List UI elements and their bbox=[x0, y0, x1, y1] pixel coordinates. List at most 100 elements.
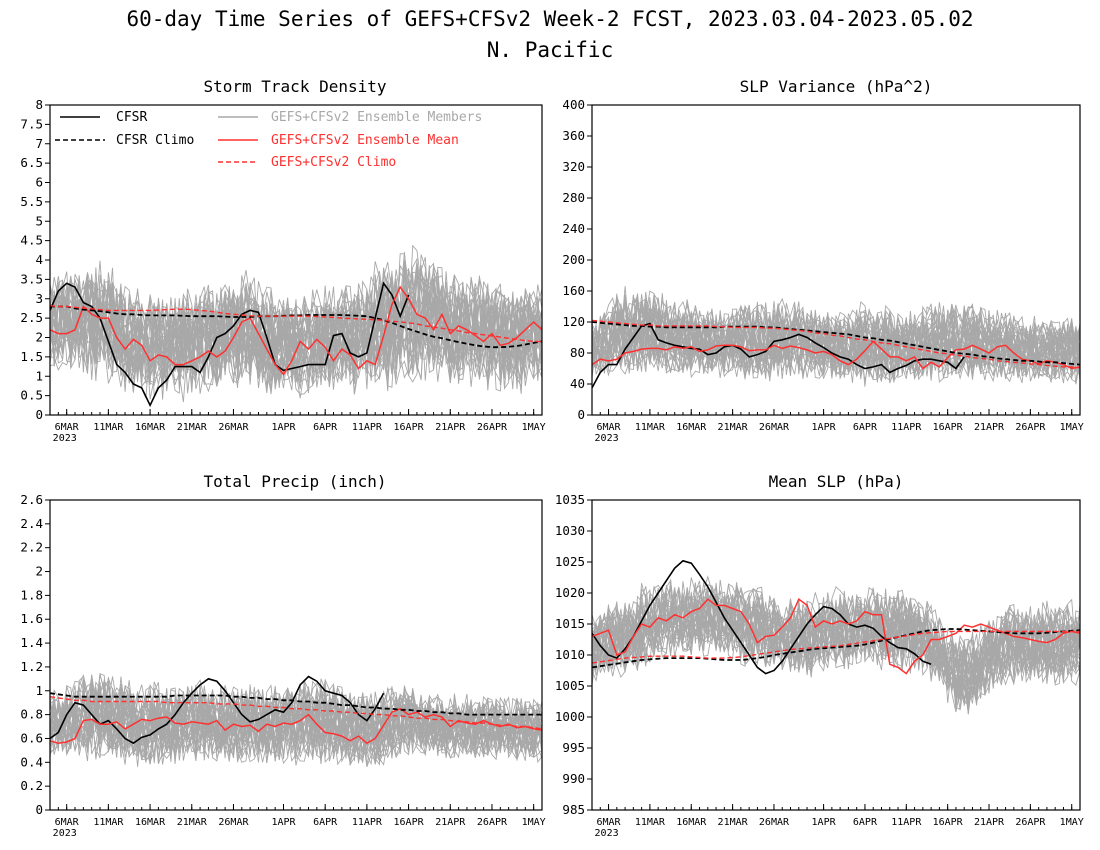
ensemble-member-line bbox=[50, 678, 542, 752]
x-tick-label: 16MAR bbox=[676, 422, 707, 433]
x-tick-year-label: 2023 bbox=[53, 828, 77, 839]
y-tick-label: 3.5 bbox=[20, 271, 43, 286]
plot-area bbox=[592, 559, 1080, 715]
legend: CFSR CFSR Climo GEFS+CFSv2 Ensemble Member… bbox=[55, 110, 482, 170]
panel-1: Storm Track Density 0 0.5 1 1.5 2 2.5 3 3.5 4 4.5 5… bbox=[20, 77, 546, 444]
y-tick-label: 1.5 bbox=[20, 349, 43, 364]
ensemble-member-line bbox=[592, 292, 1080, 366]
y-tick-label: 1000 bbox=[555, 709, 585, 724]
y-tick-label: 7 bbox=[35, 136, 43, 151]
x-tick-label: 21APR bbox=[435, 817, 466, 828]
series-cfsr-climo bbox=[50, 692, 542, 716]
figure-subtitle-region: N. Pacific bbox=[487, 38, 613, 62]
x-tick-label: 6MAR bbox=[596, 422, 621, 433]
x-tick-label: 16APR bbox=[933, 817, 964, 828]
x-tick-label: 11MAR bbox=[635, 422, 666, 433]
x-tick-label: 21APR bbox=[974, 817, 1005, 828]
x-tick-label: 26MAR bbox=[218, 817, 249, 828]
ensemble-members bbox=[50, 244, 542, 403]
y-tick-label: 1010 bbox=[555, 647, 585, 662]
series-cfsr bbox=[50, 675, 385, 745]
x-tick-label: 26APR bbox=[1015, 817, 1046, 828]
y-tick-label: 2.2 bbox=[20, 540, 43, 555]
ensemble-member-line bbox=[50, 678, 542, 751]
y-tick-label: 160 bbox=[562, 283, 585, 298]
y-tick-label: 40 bbox=[570, 376, 585, 391]
ensemble-member-line bbox=[592, 600, 1080, 709]
y-tick-label: 1.4 bbox=[20, 635, 43, 650]
y-tick-label: 1.2 bbox=[20, 659, 43, 674]
x-tick-year-label: 2023 bbox=[595, 433, 619, 444]
x-tick-label: 11MAR bbox=[635, 817, 666, 828]
y-tick-label: 1.8 bbox=[20, 587, 43, 602]
x-tick-label: 16MAR bbox=[676, 817, 707, 828]
y-tick-label: 3 bbox=[35, 291, 43, 306]
x-tick-label: 6MAR bbox=[596, 817, 621, 828]
x-tick-label: 21APR bbox=[435, 422, 466, 433]
y-tick-label: 0.6 bbox=[20, 730, 43, 745]
series-gefs-cfsv2-climo bbox=[50, 696, 542, 730]
x-tick-label: 6APR bbox=[313, 422, 338, 433]
x-tick-label: 11MAR bbox=[93, 817, 124, 828]
y-tick-label: 0.5 bbox=[20, 388, 43, 403]
x-tick-label: 1MAY bbox=[1060, 422, 1084, 433]
y-tick-label: 1030 bbox=[555, 523, 585, 538]
ensemble-member-line bbox=[592, 293, 1080, 372]
x-tick-label: 21MAR bbox=[718, 817, 749, 828]
y-tick-label: 5.5 bbox=[20, 194, 43, 209]
plot-area bbox=[592, 286, 1080, 389]
ensemble-member-line bbox=[592, 584, 1080, 700]
x-tick-label: 21MAR bbox=[718, 422, 749, 433]
y-tick-label: 0.2 bbox=[20, 778, 43, 793]
x-tick-label: 11APR bbox=[352, 422, 383, 433]
y-tick-label: 1 bbox=[35, 368, 43, 383]
series-cfsr bbox=[592, 322, 965, 389]
y-tick-label: 0 bbox=[35, 407, 43, 422]
y-tick-label: 240 bbox=[562, 221, 585, 236]
y-tick-label: 1025 bbox=[555, 554, 585, 569]
legend-label: GEFS+CFSv2 Climo bbox=[271, 155, 396, 170]
y-tick-label: 6 bbox=[35, 175, 43, 190]
x-tick-label: 6MAR bbox=[55, 817, 80, 828]
plot-area bbox=[50, 244, 542, 408]
series-gefs-cfsv2-climo bbox=[592, 630, 1080, 664]
x-tick-label: 1APR bbox=[271, 817, 296, 828]
x-tick-label: 6APR bbox=[853, 422, 878, 433]
x-tick-label: 16MAR bbox=[135, 422, 166, 433]
series-cfsr-climo bbox=[592, 628, 1080, 669]
series-cfsr-climo bbox=[592, 321, 1080, 366]
legend-label: GEFS+CFSv2 Ensemble Members bbox=[271, 110, 482, 125]
x-tick-label: 6MAR bbox=[55, 422, 80, 433]
series-gefs-cfsv2-ensemble-mean bbox=[50, 285, 542, 376]
panel-title: Storm Track Density bbox=[203, 77, 386, 96]
x-tick-label: 1APR bbox=[812, 817, 837, 828]
panel-title: SLP Variance (hPa^2) bbox=[740, 77, 933, 96]
y-tick-label: 2 bbox=[35, 330, 43, 345]
panel-title: Total Precip (inch) bbox=[203, 472, 386, 491]
series-cfsr bbox=[592, 559, 932, 675]
x-tick-label: 11APR bbox=[352, 817, 383, 828]
series-gefs-cfsv2-climo bbox=[592, 319, 1080, 369]
x-tick-label: 1APR bbox=[812, 422, 837, 433]
y-tick-label: 4 bbox=[35, 252, 43, 267]
ensemble-member-line bbox=[50, 270, 542, 383]
ensemble-member-line bbox=[592, 307, 1080, 378]
x-tick-label: 26MAR bbox=[759, 422, 790, 433]
panel-2: SLP Variance (hPa^2) 0 40 80 120 160 200 240 280… bbox=[562, 77, 1084, 444]
x-tick-label: 1MAY bbox=[1060, 817, 1084, 828]
y-tick-label: 8 bbox=[35, 97, 43, 112]
ensemble-member-line bbox=[592, 303, 1080, 379]
x-tick-label: 16APR bbox=[394, 422, 425, 433]
panel-3: Total Precip (inch) 0 0.2 0.4 0.6 0.8 1 1.2 1.4 1… bbox=[20, 472, 546, 839]
y-axis: 0 0.2 0.4 0.6 0.8 1 1.2 1.4 1.6 1.8 2 2.2 2.4 2.6 bbox=[20, 492, 50, 817]
figure-title: 60-day Time Series of GEFS+CFSv2 Week-2 … bbox=[126, 7, 973, 31]
y-tick-label: 2 bbox=[35, 564, 43, 579]
x-tick-label: 26MAR bbox=[218, 422, 249, 433]
x-tick-label: 1MAY bbox=[522, 422, 546, 433]
y-tick-label: 985 bbox=[562, 802, 585, 817]
legend-label: CFSR bbox=[116, 110, 147, 125]
x-tick-label: 26APR bbox=[477, 817, 508, 828]
y-tick-label: 1035 bbox=[555, 492, 585, 507]
y-tick-label: 7.5 bbox=[20, 116, 43, 131]
